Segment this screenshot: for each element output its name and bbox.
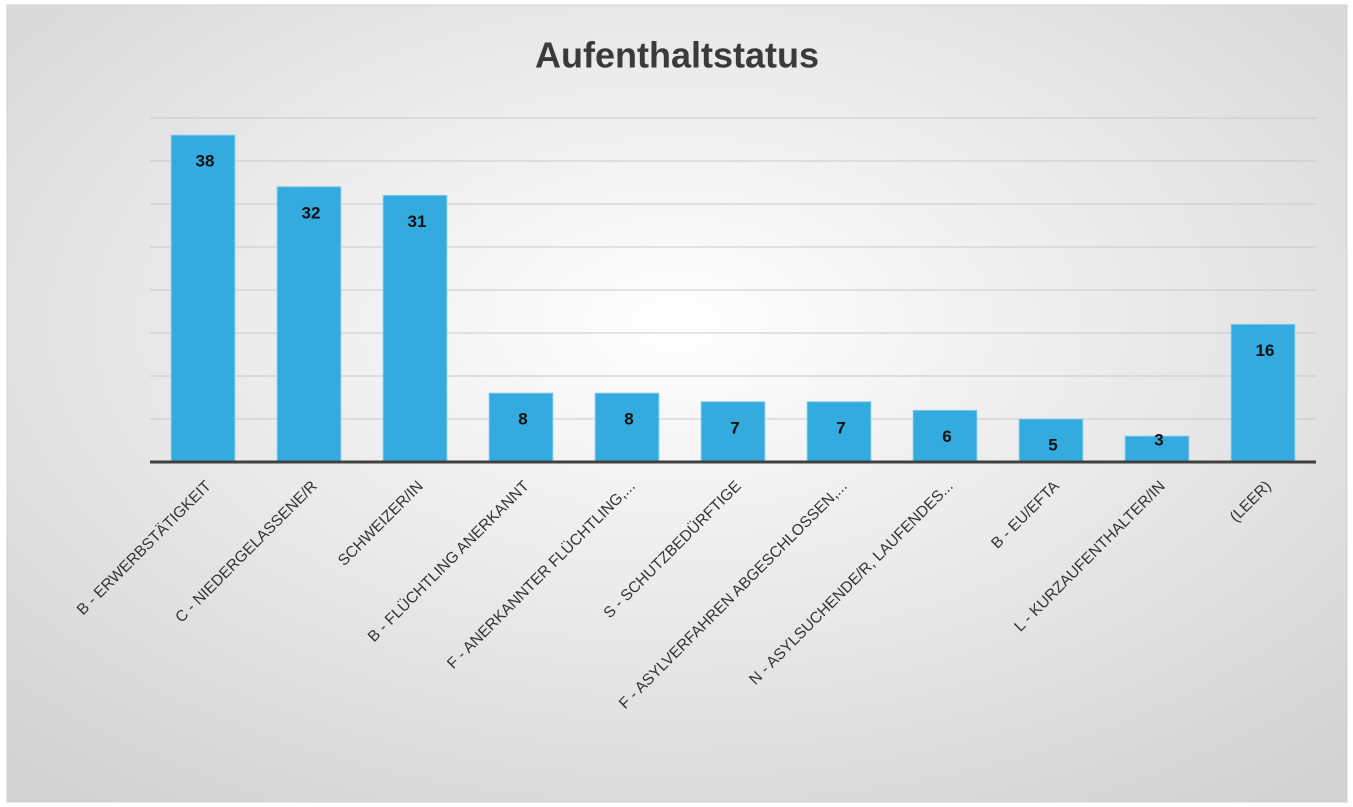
data-label: 3: [1154, 431, 1163, 450]
bar: [1230, 323, 1296, 463]
data-label: 6: [942, 427, 951, 446]
bar: [170, 134, 236, 463]
bar: [1018, 418, 1084, 463]
chart-title: Aufenthaltstatus: [535, 35, 819, 76]
data-label: 38: [196, 152, 215, 171]
data-label: 16: [1256, 341, 1275, 360]
bar: [912, 409, 978, 463]
bar: [700, 401, 766, 463]
bar: [382, 194, 448, 463]
bar: [276, 186, 342, 463]
bar: [806, 401, 872, 463]
data-label: 32: [302, 203, 321, 222]
data-label: 31: [408, 212, 427, 231]
bar: [594, 392, 660, 463]
bar: [1124, 435, 1190, 463]
data-label: 8: [518, 410, 527, 429]
data-label: 8: [624, 410, 633, 429]
data-label: 7: [730, 418, 739, 437]
data-label: 7: [836, 418, 845, 437]
bar: [488, 392, 554, 463]
data-label: 5: [1048, 435, 1057, 454]
